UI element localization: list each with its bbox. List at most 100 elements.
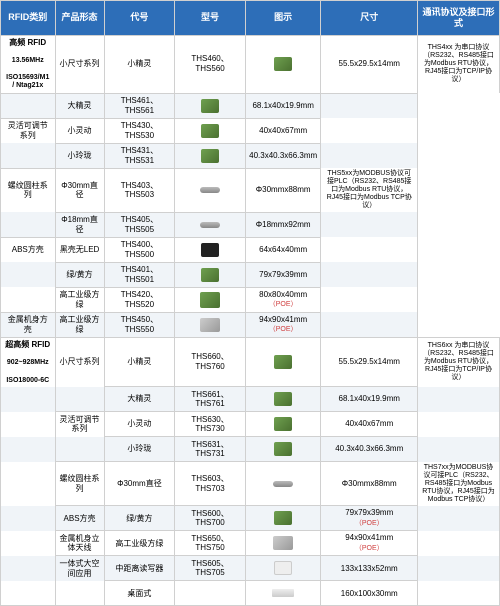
table-row: 螺纹圆柱系列 Φ30mm直径 THS603、THS703 Φ30mmx88mm … <box>1 462 500 506</box>
code-cell: 高工业级方绿 <box>55 312 104 337</box>
comm1: THS4xx 为串口协议（RS232、RS485接口为Modbus RTU协议，… <box>421 44 496 84</box>
code-cell: Φ18mm直径 <box>55 212 104 237</box>
comm4: THS7xx为MODBUS协议可接PLC（RS232、RS485接口为Modbu… <box>421 464 496 504</box>
model-cell: THS400、THS500 <box>104 237 175 262</box>
size-val: 80x80x40mm <box>259 290 307 299</box>
cat2-cont <box>1 556 56 581</box>
model-cell: THS405、THS505 <box>104 212 175 237</box>
comm-cell <box>418 506 500 531</box>
th-size: 尺寸 <box>321 1 418 36</box>
size-cell: 40x40x67mm <box>321 412 418 437</box>
table-row: 金属机身方壳 高工业级方绿 THS450、THS550 94x90x41mm（P… <box>1 312 500 337</box>
comm-cell: THS4xx 为串口协议（RS232、RS485接口为Modbus RTU协议，… <box>418 35 500 93</box>
comm-cell <box>418 437 500 462</box>
group-cell <box>1 93 56 118</box>
cat2: 超高频 RFID 902~928MHz ISO18000-6C <box>1 337 56 386</box>
icon-cell <box>245 387 321 412</box>
icon-cell <box>175 118 246 143</box>
comm-cell <box>418 581 500 606</box>
group-cell: 小尺寸系列 <box>55 35 104 93</box>
size-cell: 40x40x67mm <box>245 118 321 143</box>
size-cell: 94x90x41mm（POE） <box>321 531 418 556</box>
table-row: ABS方壳 绿/黄方 THS600、THS700 79x79x39mm（POE） <box>1 506 500 531</box>
icon-cell <box>245 581 321 606</box>
group-cell <box>55 581 104 606</box>
comm-cell <box>418 556 500 581</box>
comm-cell <box>321 118 418 143</box>
size-cell: Φ30mmx88mm <box>245 168 321 212</box>
icon-cell <box>245 462 321 506</box>
code-cell: Φ30mm直径 <box>55 168 104 212</box>
table-row: 金属机身立体天线 高工业级方绿 THS650、THS750 94x90x41mm… <box>1 531 500 556</box>
size-cell: 55.5x29.5x14mm <box>321 35 418 93</box>
table-row: 大精灵 THS461、THS561 68.1x40x19.9mm <box>1 93 500 118</box>
size-val: 94x90x41mm <box>259 315 307 324</box>
group-cell <box>1 262 56 287</box>
code-cell: 小玲珑 <box>55 143 104 168</box>
table-row: 大精灵 THS661、THS761 68.1x40x19.9mm <box>1 387 500 412</box>
group-cell: 螺纹圆柱系列 <box>1 168 56 212</box>
model-cell: THS403、THS503 <box>104 168 175 212</box>
size-val: 94x90x41mm <box>345 533 393 542</box>
size-cell: Φ18mmx92mm <box>245 212 321 237</box>
icon-cell <box>245 35 321 93</box>
sensor-icon <box>200 318 220 332</box>
table-row: 高工业级方绿 THS420、THS520 80x80x40mm（POE） <box>1 287 500 312</box>
size-cell: 40.3x40.3x66.3mm <box>245 143 321 168</box>
sensor-icon <box>200 222 220 228</box>
table-row: 灵活可调节系列 小灵动 THS630、THS730 40x40x67mm <box>1 412 500 437</box>
comm-cell: THS5xx为MODBUS协议可接PLC（RS232、RS485接口为Modbu… <box>321 168 418 212</box>
group-cell: 灵活可调节系列 <box>1 118 56 143</box>
cat2-cont <box>1 437 56 462</box>
code-cell: 大精灵 <box>104 387 175 412</box>
model-cell: THS460、THS560 <box>175 35 246 93</box>
code-cell: 中距离读写器 <box>104 556 175 581</box>
model-cell: THS603、THS703 <box>175 462 246 506</box>
cat2-cont <box>1 462 56 506</box>
cat1-title: 高频 RFID <box>4 38 52 48</box>
size-cell: 68.1x40x19.9mm <box>245 93 321 118</box>
code-cell: 小灵动 <box>55 118 104 143</box>
icon-cell <box>175 93 246 118</box>
icon-cell <box>245 506 321 531</box>
poe-label: （POE） <box>269 301 298 308</box>
sensor-icon <box>274 511 292 525</box>
sensor-icon <box>274 392 292 406</box>
model-cell: THS630、THS730 <box>175 412 246 437</box>
code-cell: 小灵动 <box>104 412 175 437</box>
table-row: 小玲珑 THS631、THS731 40.3x40.3x66.3mm <box>1 437 500 462</box>
code-cell: 绿/黄方 <box>55 262 104 287</box>
th-comm: 通讯协议及接口形式 <box>418 1 500 36</box>
sensor-icon <box>201 124 219 138</box>
code-cell: 小精灵 <box>104 35 175 93</box>
model-cell: THS660、THS760 <box>175 337 246 386</box>
size-cell: 94x90x41mm（POE） <box>245 312 321 337</box>
table-header: RFID类别 产品形态 代号 型号 图示 尺寸 通讯协议及接口形式 <box>1 1 500 36</box>
comm-cell <box>418 387 500 412</box>
comm-cell <box>321 237 418 262</box>
comm-cell <box>321 287 418 312</box>
table-row: 螺纹圆柱系列 Φ30mm直径 THS403、THS503 Φ30mmx88mm … <box>1 168 500 212</box>
comm-cell <box>321 143 418 168</box>
model-cell: THS661、THS761 <box>175 387 246 412</box>
code-cell: 绿/黄方 <box>104 506 175 531</box>
code-cell: 小玲珑 <box>104 437 175 462</box>
icon-cell <box>175 312 246 337</box>
icon-cell <box>175 237 246 262</box>
comm2: THS5xx为MODBUS协议可接PLC（RS232、RS485接口为Modbu… <box>324 170 414 210</box>
table-row: Φ18mm直径 THS405、THS505 Φ18mmx92mm <box>1 212 500 237</box>
icon-cell <box>175 143 246 168</box>
table-row: 绿/黄方 THS401、THS501 79x79x39mm <box>1 262 500 287</box>
sensor-icon <box>201 149 219 163</box>
th-icon: 图示 <box>245 1 321 36</box>
group-cell <box>55 437 104 462</box>
group-cell: 灵活可调节系列 <box>55 412 104 437</box>
sensor-icon <box>274 57 292 71</box>
model-cell: THS420、THS520 <box>104 287 175 312</box>
table-row: 小玲珑 THS431、THS531 40.3x40.3x66.3mm <box>1 143 500 168</box>
icon-cell <box>245 412 321 437</box>
code-cell: 黑壳无LED <box>55 237 104 262</box>
sensor-icon <box>200 187 220 193</box>
group-cell: 螺纹圆柱系列 <box>55 462 104 506</box>
cat1-sub3: / Ntag21x <box>4 82 52 90</box>
